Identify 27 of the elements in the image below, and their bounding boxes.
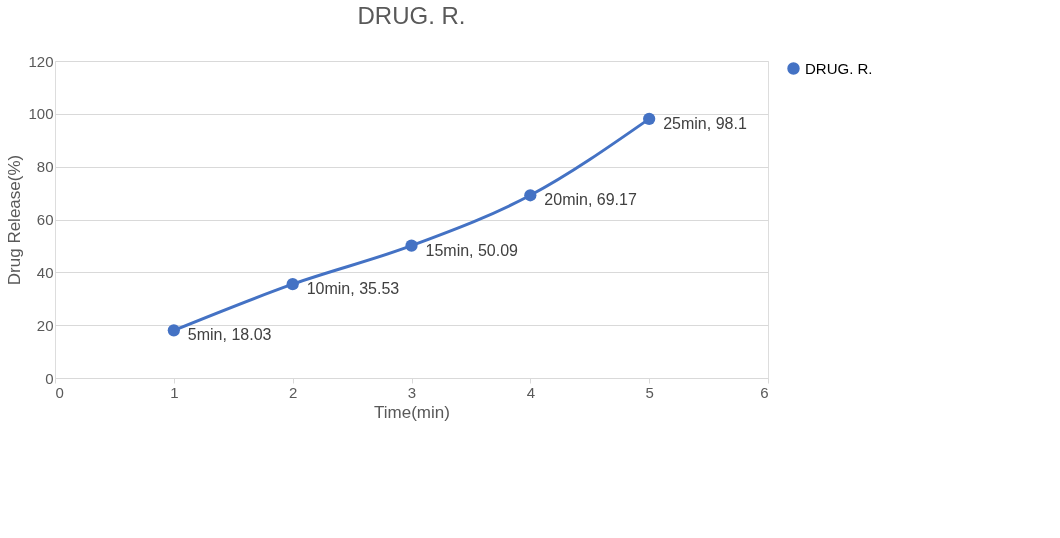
data-label: 5min, 18.03 <box>187 326 272 344</box>
chart-title: DRUG. R. <box>357 2 466 29</box>
point <box>405 239 418 252</box>
y-tick-label: 40 <box>36 263 54 281</box>
point <box>524 189 537 202</box>
data-label: 15min, 50.09 <box>425 241 519 259</box>
y-tick-label: 120 <box>28 52 54 70</box>
y-axis-title: Drug Release(%) <box>5 154 25 286</box>
y-tick-label: 20 <box>36 316 54 334</box>
x-tick-label: 5 <box>645 383 654 401</box>
point <box>643 112 656 125</box>
legend-label: DRUG. R. <box>805 59 873 77</box>
y-tick-label: 100 <box>28 105 54 123</box>
x-tick-label: 4 <box>526 383 536 401</box>
point <box>286 278 299 291</box>
y-tick-label: 60 <box>36 211 54 228</box>
x-tick-label: 2 <box>288 383 298 401</box>
y-tick-label: 80 <box>36 158 54 176</box>
data-label: 25min, 98.1 <box>663 114 747 132</box>
data-label: 20min, 69.17 <box>544 191 637 209</box>
point <box>167 324 180 337</box>
y-tick-label: 0 <box>45 369 54 387</box>
x-tick-label: 1 <box>170 383 179 401</box>
x-tick-label: 6 <box>760 383 769 401</box>
data-label: 10min, 35.53 <box>306 280 400 298</box>
x-axis-title: Time(min) <box>374 402 450 422</box>
x-tick-label: 3 <box>407 383 417 401</box>
